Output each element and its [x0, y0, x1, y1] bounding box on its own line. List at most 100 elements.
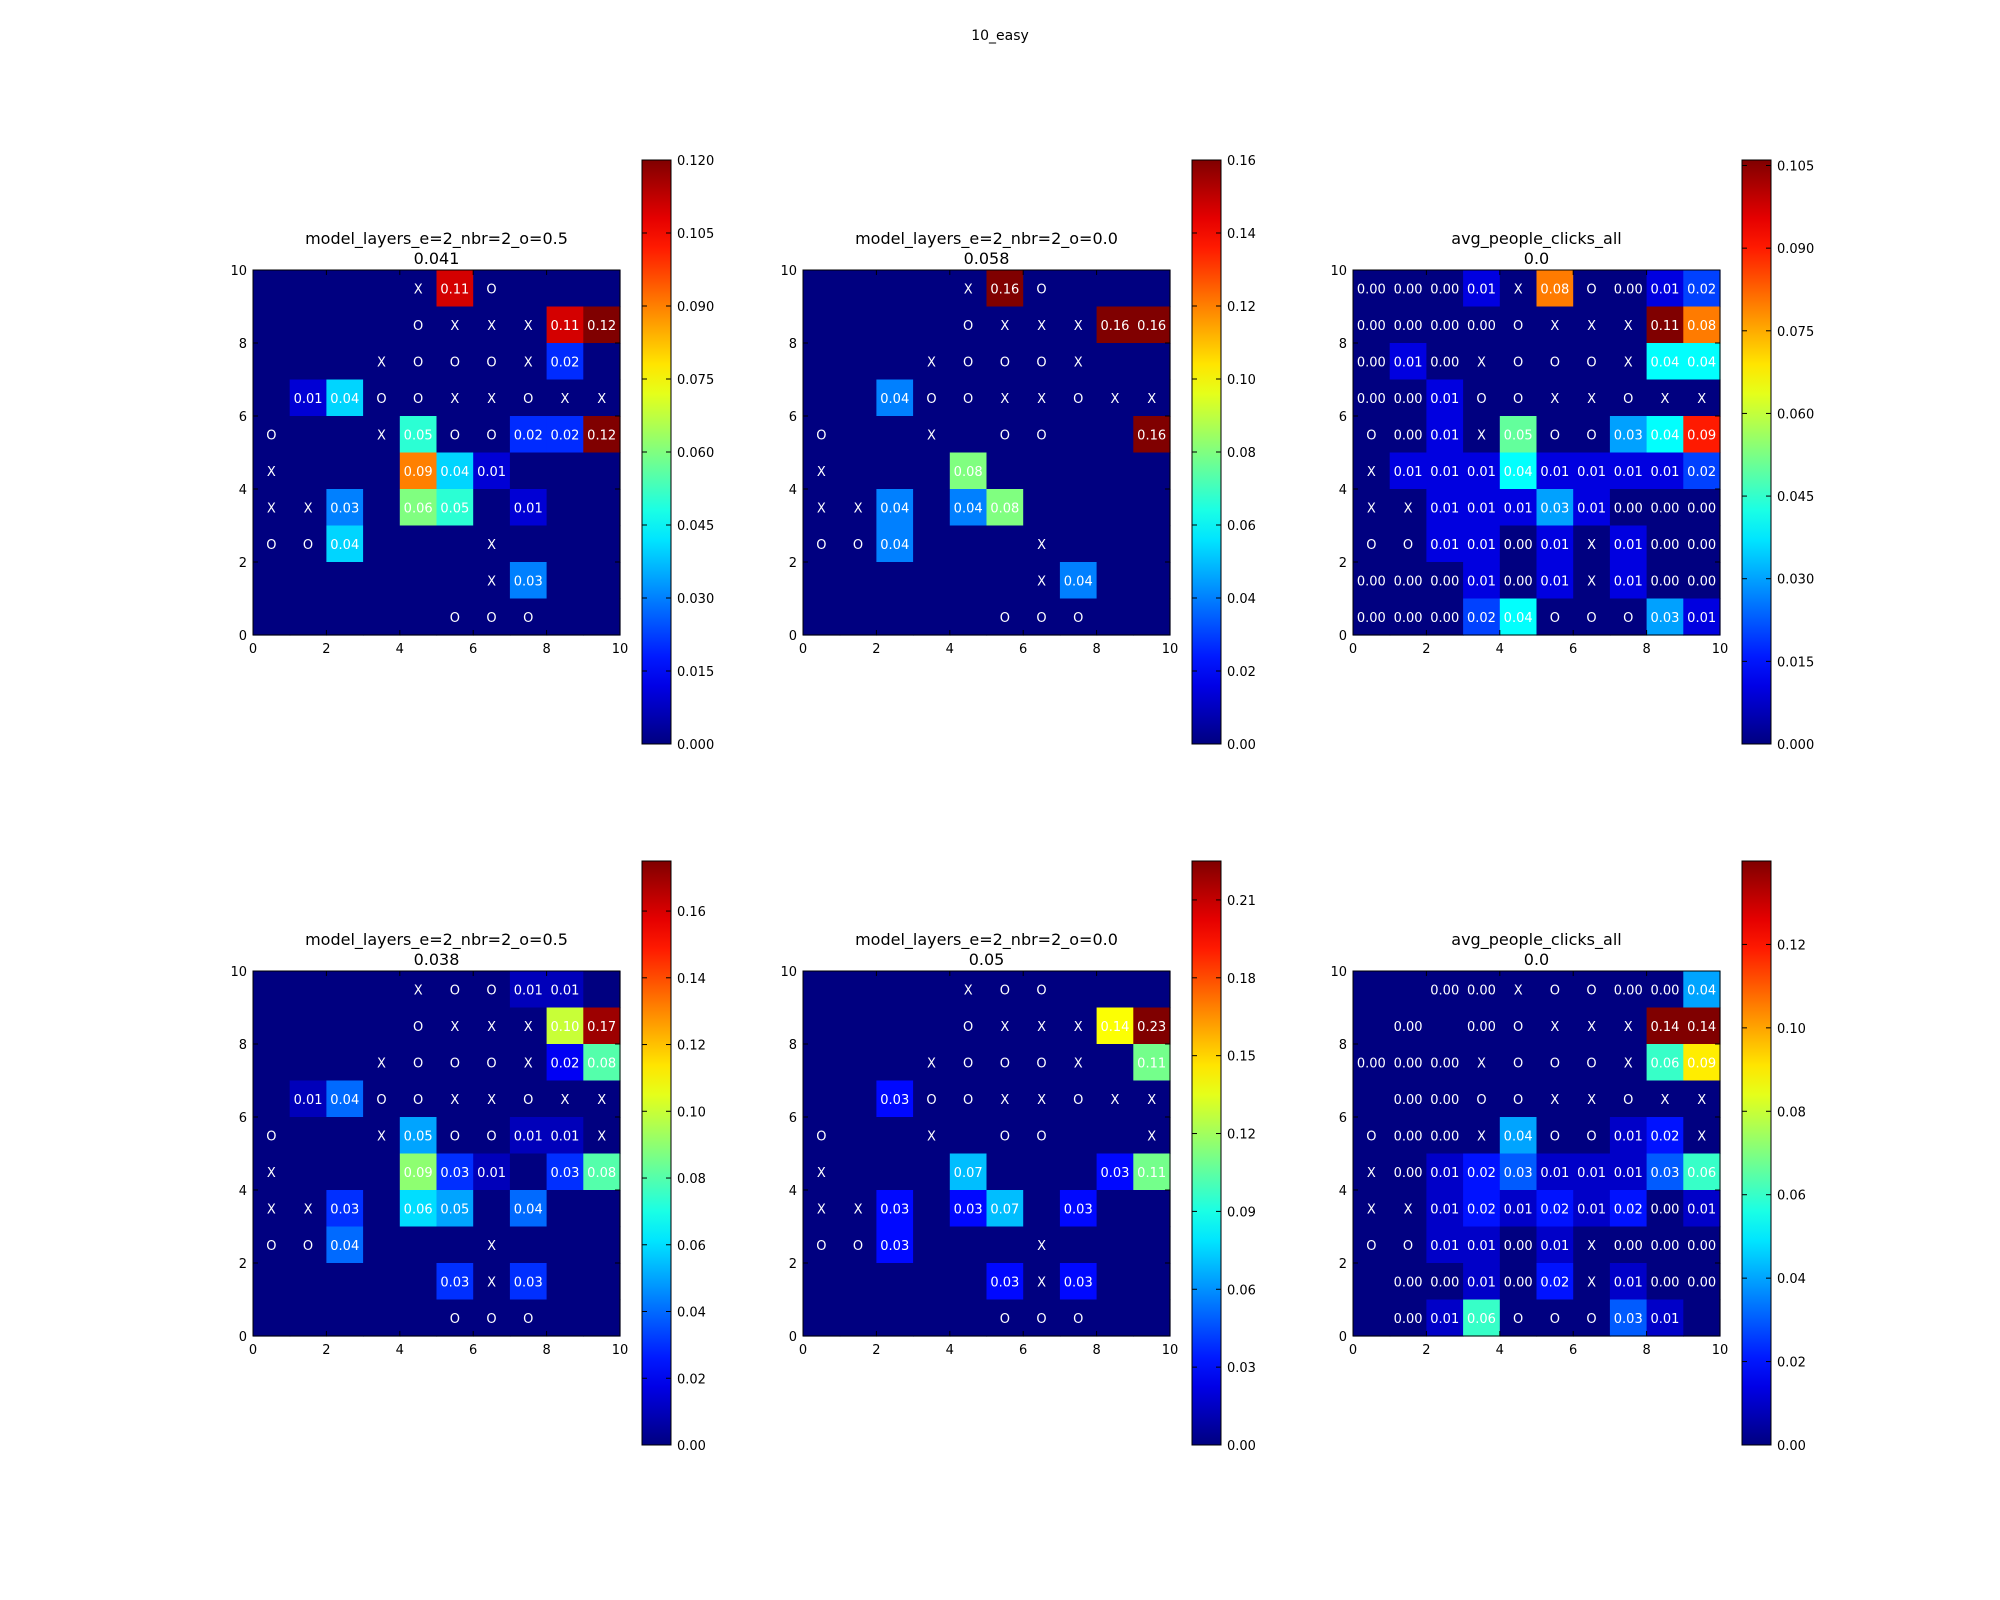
cell-value-label: 0.03: [1100, 1166, 1129, 1181]
heatmap-cell: [839, 1299, 877, 1337]
heatmap-cell: [913, 416, 951, 454]
colorbar-tick-label: 0.06: [1227, 1283, 1256, 1298]
panel-title: model_layers_e=2_nbr=2_o=0.0: [855, 930, 1118, 950]
colorbar-tick-label: 0.16: [1227, 154, 1256, 169]
y-tick-label: 10: [780, 264, 797, 279]
heatmap-cell: [326, 306, 364, 344]
heatmap-cell: [326, 489, 364, 527]
heatmap-cell: [509, 562, 548, 600]
plot-border: [252, 269, 621, 636]
heatmap-cell: [583, 452, 621, 490]
colorbar-tick-label: 0.18: [1227, 972, 1256, 987]
cell-mark-label: O: [1550, 428, 1560, 443]
heatmap-cell: [839, 489, 877, 527]
cell-value-label: 0.00: [1504, 538, 1533, 553]
cell-mark-label: O: [1000, 1056, 1010, 1071]
cell-mark-label: X: [1074, 1056, 1083, 1071]
cell-mark-label: X: [1477, 355, 1486, 370]
colorbar-tick-label: 0.14: [677, 972, 706, 987]
cell-value-label: 0.00: [1467, 319, 1496, 334]
cell-mark-label: O: [1000, 1129, 1010, 1144]
heatmap-cell: [1499, 343, 1538, 381]
heatmap-cell: [1023, 1299, 1061, 1337]
heatmap-cell: [876, 1044, 914, 1082]
cell-mark-label: O: [376, 392, 386, 407]
cell-value-label: 0.01: [294, 1093, 323, 1108]
heatmap-cell: [1683, 379, 1721, 417]
cell-mark-label: X: [1624, 355, 1633, 370]
heatmap-cell: [1573, 1299, 1611, 1337]
cell-mark-label: X: [1037, 392, 1046, 407]
cell-value-label: 0.00: [1357, 392, 1386, 407]
heatmap-cell: [326, 1080, 364, 1118]
heatmap-cell: [436, 1044, 474, 1082]
cell-mark-label: O: [1366, 1239, 1376, 1254]
cell-mark-label: X: [487, 319, 496, 334]
heatmap-cell: [289, 343, 327, 381]
heatmap-cell: [583, 1190, 621, 1228]
cell-value-label: 0.01: [1540, 1166, 1569, 1181]
cell-value-label: 0.11: [1137, 1166, 1166, 1181]
cell-mark-label: O: [1073, 611, 1083, 626]
cell-value-label: 0.00: [1687, 538, 1716, 553]
cell-mark-label: O: [486, 1056, 496, 1071]
heatmap-cell: [399, 416, 438, 454]
colorbar-tick-label: 0.030: [677, 592, 714, 607]
cell-mark-label: X: [304, 501, 313, 516]
cell-mark-label: O: [1036, 611, 1046, 626]
cell-mark-label: X: [1660, 392, 1669, 407]
heatmap-cell: [1389, 1299, 1427, 1337]
heatmap-cell: [803, 489, 841, 527]
x-tick-label: 6: [1569, 1343, 1577, 1358]
cell-mark-label: X: [1660, 1093, 1669, 1108]
heatmap-cell: [913, 971, 951, 1009]
colorbar: [1741, 159, 1772, 745]
heatmap-cell: [399, 1153, 438, 1191]
heatmap-cell: [1023, 1007, 1061, 1045]
cell-mark-label: X: [927, 1056, 936, 1071]
heatmap-cell: [363, 379, 401, 417]
heatmap-cell: [546, 416, 584, 454]
heatmap-cell: [1463, 452, 1501, 490]
cell-mark-label: O: [1586, 428, 1596, 443]
heatmap-cell: [509, 452, 548, 490]
cell-mark-label: O: [1036, 1056, 1046, 1071]
heatmap-cell: [1683, 1299, 1721, 1337]
heatmap-cell: [399, 971, 438, 1009]
cell-value-label: 0.04: [954, 501, 983, 516]
cell-mark-label: O: [1036, 428, 1046, 443]
heatmap-cell: [1096, 1044, 1134, 1082]
heatmap-cell: [473, 1263, 511, 1301]
cell-value-label: 0.00: [1430, 355, 1459, 370]
cell-value-label: 0.04: [1504, 465, 1533, 480]
heatmap-cell: [1683, 1007, 1721, 1045]
cell-value-label: 0.01: [550, 983, 579, 998]
heatmap-cell: [583, 1080, 621, 1118]
heatmap-cell: [253, 416, 291, 454]
heatmap-cell: [546, 1117, 584, 1155]
heatmap-cell: [363, 1153, 401, 1191]
cell-mark-label: O: [1000, 1312, 1010, 1327]
x-tick-label: 2: [1422, 1343, 1430, 1358]
heatmap-cell: [546, 452, 584, 490]
cell-value-label: 0.00: [1650, 983, 1679, 998]
cell-mark-label: X: [487, 1239, 496, 1254]
cell-value-label: 0.00: [1394, 1056, 1423, 1071]
heatmap-cell: [1683, 343, 1721, 381]
cell-value-label: 0.00: [1394, 319, 1423, 334]
heatmap-cell: [1573, 562, 1611, 600]
heatmap-cell: [473, 1080, 511, 1118]
heatmap-cell: [1683, 562, 1721, 600]
cell-value-label: 0.00: [1430, 1093, 1459, 1108]
cell-mark-label: O: [963, 1056, 973, 1071]
heatmap-cell: [1646, 1080, 1684, 1118]
cell-mark-label: O: [413, 1020, 423, 1035]
heatmap-cell: [1683, 489, 1721, 527]
y-tick-label: 6: [239, 1111, 247, 1126]
heatmap-cell: [436, 1117, 474, 1155]
cell-mark-label: O: [1073, 1312, 1083, 1327]
heatmap-cell: [803, 1007, 841, 1045]
colorbar-tick-label: 0.015: [677, 665, 714, 680]
heatmap-cell: [986, 971, 1024, 1009]
